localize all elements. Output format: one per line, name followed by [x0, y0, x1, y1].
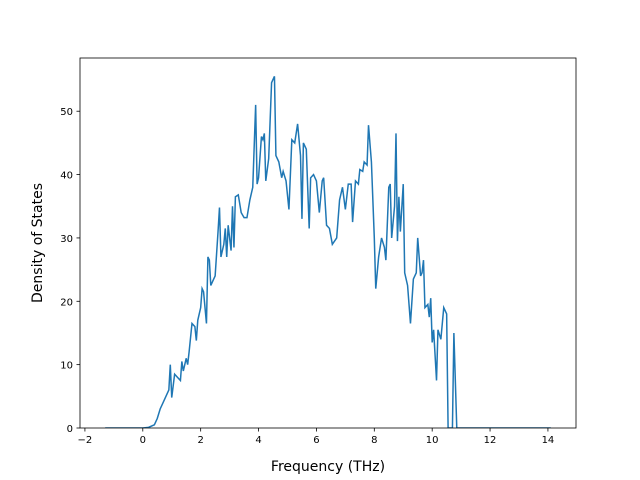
- x-tick-label: 14: [542, 435, 555, 446]
- y-axis-label: Density of States: [30, 183, 46, 303]
- y-tick-label: 0: [67, 424, 73, 435]
- x-axis-label: Frequency (THz): [271, 459, 385, 475]
- x-tick-label: 10: [426, 435, 439, 446]
- x-tick-label: 0: [140, 435, 146, 446]
- y-tick-label: 20: [60, 297, 73, 308]
- y-tick-label: 40: [60, 171, 73, 182]
- x-tick-label: 6: [313, 435, 319, 446]
- x-tick-label: 2: [197, 435, 203, 446]
- x-tick-label: 4: [255, 435, 261, 446]
- x-tick-label: −2: [78, 435, 93, 446]
- x-tick-label: 12: [484, 435, 497, 446]
- x-tick-label: 8: [371, 435, 377, 446]
- y-tick-label: 50: [60, 107, 73, 118]
- data-line: [105, 76, 551, 428]
- y-tick-label: 30: [60, 234, 73, 245]
- y-tick-label: 10: [60, 361, 73, 372]
- plot-frame: [79, 57, 577, 429]
